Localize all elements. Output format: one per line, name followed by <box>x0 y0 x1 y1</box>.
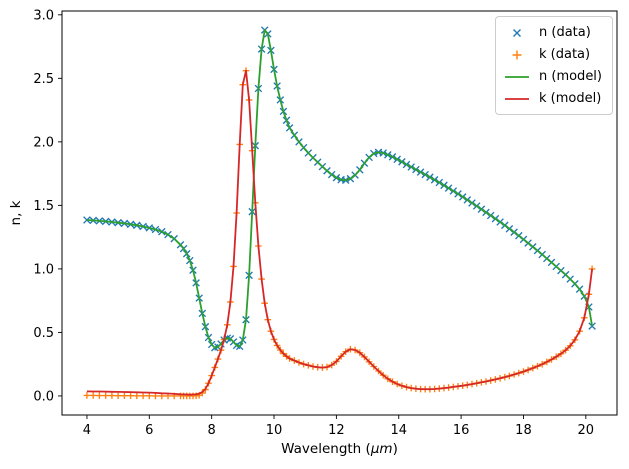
y-tick-label: 2.5 <box>33 72 54 87</box>
x-tick-label: 18 <box>515 423 532 438</box>
x-tick-label: 6 <box>145 423 153 438</box>
x-tick-label: 8 <box>208 423 216 438</box>
y-tick-label: 2.0 <box>33 135 54 150</box>
x-axis-label-suffix: ) <box>392 441 398 457</box>
legend-entry-n-data: n (data) <box>503 22 602 43</box>
x-tick-label: 4 <box>83 423 91 438</box>
legend-label-k-model: k (model) <box>539 90 602 106</box>
x-axis-label-unit: μm <box>370 441 393 457</box>
y-tick-label: 0.5 <box>33 326 54 341</box>
series-line-k_model <box>86 69 593 396</box>
y-tick-label: 1.0 <box>33 262 54 277</box>
series-line-n <box>86 29 593 349</box>
y-tick-label: 1.5 <box>33 199 54 214</box>
legend-label-n-model: n (model) <box>539 68 602 84</box>
x-axis-label-text: Wavelength ( <box>281 441 371 457</box>
x-tick-label: 16 <box>453 423 470 438</box>
line-sample-icon <box>505 75 529 78</box>
legend-entry-n-model: n (model) <box>503 66 602 87</box>
legend: n (data) k (data) n (model) k (model) <box>495 16 613 115</box>
x-marker-icon <box>513 28 521 37</box>
legend-label-n-data: n (data) <box>539 24 591 40</box>
x-tick-label: 20 <box>578 423 595 438</box>
x-tick-label: 12 <box>328 423 345 438</box>
plus-marker-icon <box>512 50 522 59</box>
y-axis-label: n, k <box>8 200 24 226</box>
axes-frame <box>61 10 618 416</box>
legend-entry-k-data: k (data) <box>503 44 602 65</box>
x-tick-label: 10 <box>266 423 283 438</box>
legend-entry-k-model: k (model) <box>503 88 602 109</box>
y-tick-label: 3.0 <box>33 8 54 23</box>
line-sample-icon <box>505 97 529 100</box>
y-tick-label: 0.0 <box>33 389 54 404</box>
x-tick-label: 14 <box>390 423 407 438</box>
x-axis-label: Wavelength (μm) <box>62 441 617 457</box>
legend-label-k-data: k (data) <box>539 46 591 62</box>
